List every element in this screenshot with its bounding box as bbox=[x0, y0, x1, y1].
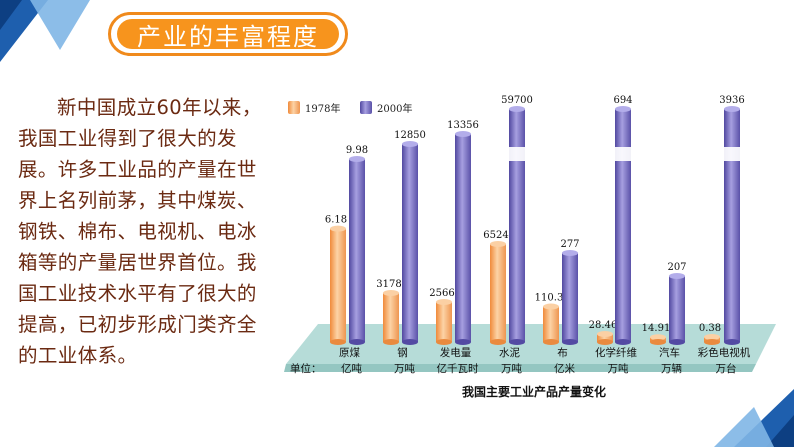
unit-prefix-label: 单位： bbox=[290, 362, 322, 375]
bar-1978-2 bbox=[436, 302, 452, 342]
corner-decoration-bottom-right bbox=[714, 389, 794, 447]
bar-base-1978-2 bbox=[436, 339, 452, 345]
bar-2000-5 bbox=[615, 109, 631, 342]
bar-top-2000-5 bbox=[615, 106, 631, 112]
bar-top-2000-7 bbox=[724, 106, 740, 112]
bar-2000-2 bbox=[455, 134, 471, 342]
bar-top-1978-2 bbox=[436, 299, 452, 306]
data-label-1978-1: 3178 bbox=[376, 279, 401, 290]
bar-base-2000-3 bbox=[509, 339, 525, 345]
category-label-6: 汽车 bbox=[659, 346, 680, 359]
data-label-1978-4: 110.3 bbox=[535, 293, 564, 304]
title-pill: 产业的丰富程度 bbox=[108, 12, 348, 56]
bar-2000-6 bbox=[669, 276, 685, 342]
category-label-4: 布 bbox=[557, 347, 568, 359]
legend-swatch-2000 bbox=[360, 101, 372, 114]
bar-top-2000-6 bbox=[669, 273, 685, 279]
data-label-2000-7: 3936 bbox=[719, 95, 744, 106]
bar-top-1978-3 bbox=[490, 241, 506, 247]
bar-top-2000-4 bbox=[562, 250, 578, 256]
bar-base-2000-5 bbox=[615, 339, 631, 345]
legend-label-2000: 2000年 bbox=[377, 102, 412, 115]
category-label-2: 发电量 bbox=[440, 346, 472, 359]
bar-1978-3 bbox=[490, 244, 506, 342]
unit-label-0: 亿吨 bbox=[341, 362, 362, 375]
data-label-1978-6: 14.91 bbox=[642, 323, 671, 334]
bar-base-1978-5 bbox=[597, 339, 613, 345]
data-label-1978-3: 6524 bbox=[483, 230, 508, 241]
bar-base-1978-0 bbox=[330, 339, 346, 345]
legend-label-1978: 1978年 bbox=[305, 102, 340, 115]
axis-break-7 bbox=[722, 147, 742, 161]
data-label-1978-0: 6.18 bbox=[325, 215, 347, 226]
data-label-2000-0: 9.98 bbox=[346, 145, 368, 156]
data-label-2000-4: 277 bbox=[560, 239, 579, 250]
unit-label-4: 亿米 bbox=[554, 362, 575, 375]
bar-top-1978-1 bbox=[383, 290, 399, 297]
bar-2000-1 bbox=[402, 144, 418, 342]
legend-swatch-1978 bbox=[288, 101, 300, 114]
bar-top-1978-4 bbox=[543, 303, 559, 310]
category-label-7: 彩色电视机 bbox=[698, 346, 751, 359]
data-label-2000-3: 59700 bbox=[501, 95, 533, 106]
bar-base-1978-6 bbox=[650, 339, 666, 345]
bar-base-2000-2 bbox=[455, 339, 471, 345]
page-title: 产业的丰富程度 bbox=[117, 19, 339, 51]
unit-label-2: 亿千瓦时 bbox=[437, 362, 479, 375]
bar-top-2000-1 bbox=[402, 141, 418, 147]
bar-base-1978-7 bbox=[704, 339, 720, 345]
bar-top-1978-5 bbox=[597, 331, 613, 337]
bar-base-2000-7 bbox=[724, 339, 740, 345]
bar-2000-7 bbox=[724, 109, 740, 342]
category-label-5: 化学纤维 bbox=[595, 346, 637, 359]
data-label-2000-5: 694 bbox=[613, 95, 632, 106]
bar-top-2000-2 bbox=[455, 131, 471, 137]
bar-1978-4 bbox=[543, 306, 559, 342]
bar-top-2000-0 bbox=[349, 156, 365, 162]
chart-floor-edge bbox=[284, 364, 756, 372]
data-label-1978-5: 28.46 bbox=[589, 320, 618, 331]
axis-break-5 bbox=[613, 147, 633, 161]
bar-base-2000-1 bbox=[402, 339, 418, 345]
bar-base-1978-4 bbox=[543, 339, 559, 345]
bar-1978-1 bbox=[383, 293, 399, 342]
axis-break-3 bbox=[507, 147, 527, 161]
corner-decoration-top-left bbox=[0, 0, 90, 62]
bar-base-1978-3 bbox=[490, 339, 506, 345]
bar-base-2000-0 bbox=[349, 339, 365, 345]
bar-top-2000-3 bbox=[509, 106, 525, 112]
bar-2000-3 bbox=[509, 109, 525, 342]
category-label-0: 原煤 bbox=[339, 346, 360, 359]
bar-2000-0 bbox=[349, 159, 365, 342]
bar-1978-0 bbox=[330, 228, 346, 342]
bar-2000-4 bbox=[562, 253, 578, 342]
unit-label-3: 万吨 bbox=[501, 362, 522, 375]
bar-base-1978-1 bbox=[383, 339, 399, 345]
data-label-2000-6: 207 bbox=[667, 262, 686, 273]
bar-base-2000-4 bbox=[562, 339, 578, 345]
unit-label-7: 万台 bbox=[716, 362, 737, 375]
bar-top-1978-6 bbox=[650, 334, 666, 341]
unit-label-1: 万吨 bbox=[394, 362, 415, 375]
bar-base-2000-6 bbox=[669, 339, 685, 345]
unit-label-5: 万吨 bbox=[608, 362, 629, 375]
data-label-2000-2: 13356 bbox=[447, 120, 479, 131]
chart-title: 我国主要工业产品产量变化 bbox=[462, 384, 606, 399]
bar-1978-5 bbox=[597, 334, 613, 342]
category-label-1: 钢 bbox=[397, 346, 408, 359]
category-label-3: 水泥 bbox=[499, 346, 520, 359]
unit-label-6: 万辆 bbox=[661, 362, 682, 375]
bar-top-1978-0 bbox=[330, 225, 346, 232]
data-label-2000-1: 12850 bbox=[394, 130, 426, 141]
bar-top-1978-7 bbox=[704, 334, 720, 340]
data-label-1978-2: 2566 bbox=[429, 288, 454, 299]
body-paragraph: 新中国成立60年以来，我国工业得到了很大的发展。许多工业品的产量在世界上名列前茅… bbox=[18, 96, 262, 367]
data-label-1978-7: 0.38 bbox=[699, 323, 721, 334]
